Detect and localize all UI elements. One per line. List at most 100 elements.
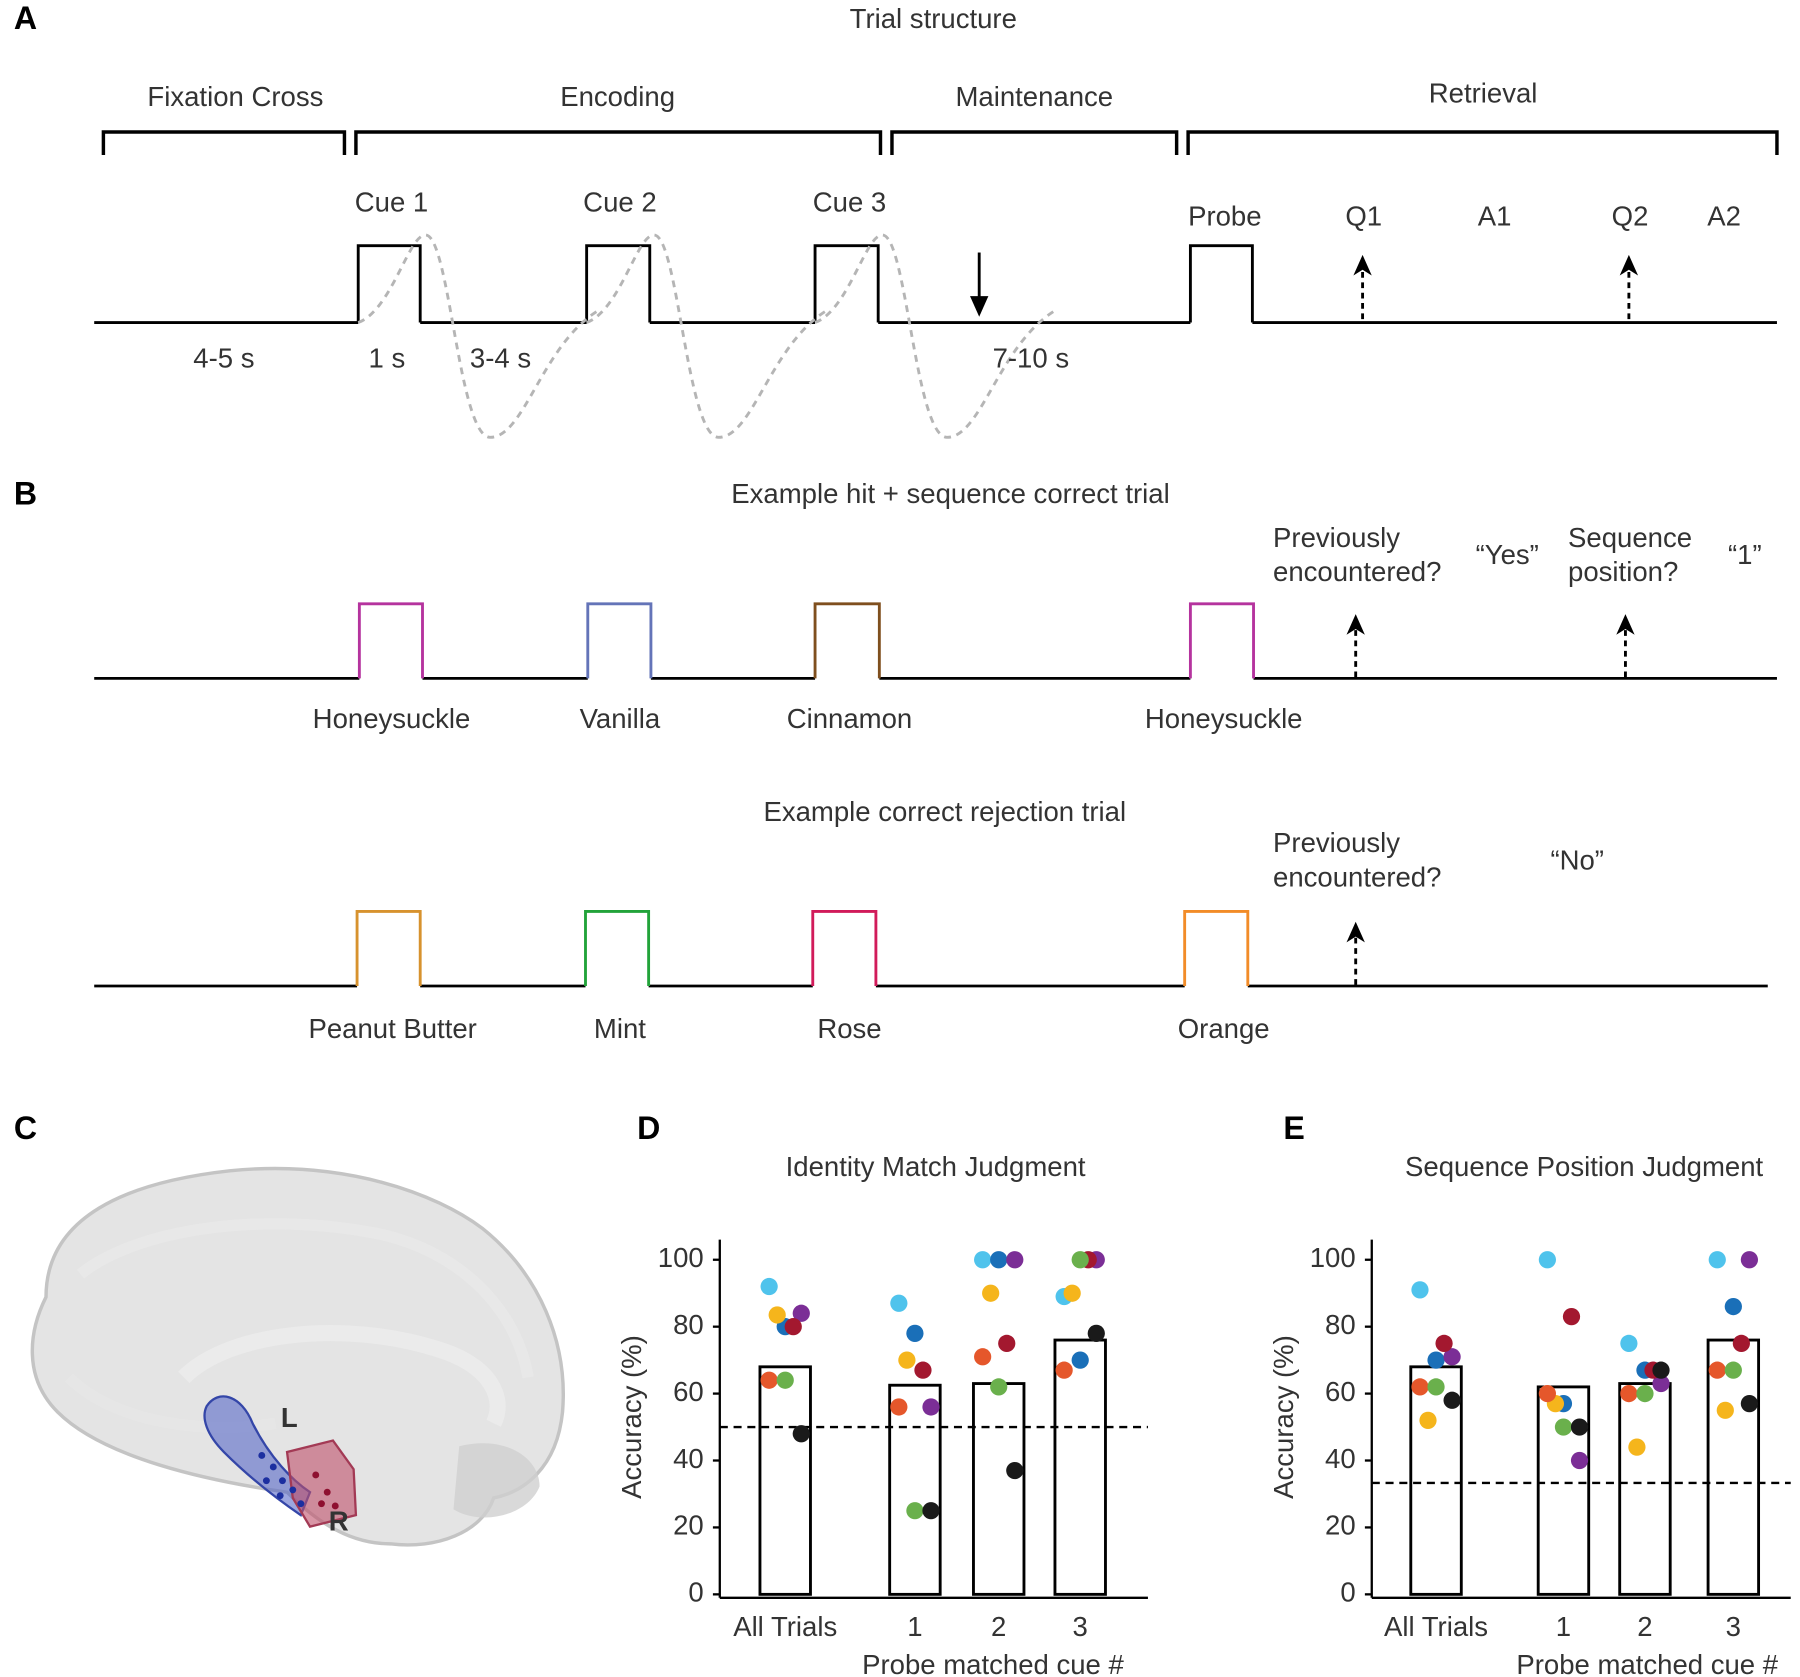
y-tick-label: 20 (673, 1510, 704, 1541)
hemisphere-label: L (281, 1402, 298, 1433)
arrow-head (1353, 254, 1372, 276)
phase-bracket (101, 130, 347, 155)
y-axis-label: Accuracy (%) (1268, 1335, 1299, 1499)
stimulus-pulse (357, 602, 424, 679)
panel-label: E (1283, 1110, 1304, 1146)
trial-title: Example correct rejection trial (763, 796, 1126, 827)
arrow-head (1619, 254, 1639, 276)
panel-title: Trial structure (850, 3, 1017, 34)
y-tick-label: 100 (658, 1242, 704, 1273)
brain-fold (178, 1325, 506, 1427)
subject-point (974, 1251, 992, 1269)
x-tick-label: 2 (1637, 1611, 1652, 1642)
subject-point (1055, 1361, 1073, 1379)
question-text: Previously (1273, 522, 1400, 553)
odor-label: Honeysuckle (313, 703, 471, 734)
question-text: Sequence (1568, 522, 1692, 553)
stimulus-pulse (586, 602, 653, 679)
subject-point (974, 1348, 992, 1366)
duration-label: 7-10 s (993, 343, 1070, 374)
bar (1536, 1385, 1591, 1596)
x-tick-label: 2 (991, 1611, 1006, 1642)
bar (888, 1383, 942, 1596)
subject-point (1538, 1384, 1556, 1403)
response-label: Q2 (1612, 200, 1649, 231)
subject-point (1652, 1361, 1670, 1379)
subject-point (1724, 1361, 1742, 1379)
subject-point (1732, 1334, 1750, 1353)
subject-point (784, 1318, 802, 1336)
bar (1706, 1338, 1761, 1596)
subject-point (1708, 1251, 1726, 1269)
hemodynamic-response (586, 233, 829, 439)
subject-point (990, 1251, 1008, 1269)
duration-label: 3-4 s (470, 343, 531, 374)
subject-point (1636, 1384, 1654, 1403)
bar (758, 1365, 812, 1596)
y-axis-label: Accuracy (%) (616, 1335, 647, 1499)
x-axis-label: Probe matched cue # (1516, 1649, 1778, 1677)
y-tick-label: 20 (1325, 1510, 1356, 1541)
bar (972, 1382, 1026, 1596)
subject-point (1740, 1395, 1759, 1413)
subject-point (1740, 1251, 1759, 1269)
x-tick-label: 1 (1556, 1611, 1571, 1642)
y-tick-label: 80 (1325, 1309, 1356, 1340)
subject-point (1427, 1351, 1445, 1369)
subject-point (906, 1502, 924, 1520)
electrode-contacts (312, 1471, 339, 1510)
subject-point (1071, 1351, 1089, 1369)
subject-point (1063, 1284, 1081, 1302)
subject-point (1419, 1411, 1437, 1429)
arrow-head (970, 296, 989, 317)
cue-label: Cue 3 (813, 187, 886, 218)
subject-point (982, 1284, 1000, 1302)
y-tick-label: 80 (673, 1309, 704, 1340)
question-text: Previously (1273, 827, 1400, 858)
stimulus-pulse (356, 244, 422, 323)
subject-point (1443, 1348, 1461, 1366)
panel-label: C (14, 1110, 37, 1146)
cue-label: Cue 1 (355, 187, 428, 218)
stimulus-pulse (1188, 602, 1255, 679)
subject-point (890, 1398, 908, 1416)
response-label: Q1 (1345, 200, 1382, 231)
answer-text: “1” (1728, 539, 1762, 570)
subject-point (998, 1334, 1016, 1353)
phase-label: Fixation Cross (147, 81, 323, 112)
question-text: encountered? (1273, 556, 1441, 587)
subject-point (990, 1378, 1008, 1396)
response-label: A1 (1478, 200, 1512, 231)
brain-fold (76, 1218, 534, 1379)
odor-label: Cinnamon (787, 703, 913, 734)
phase-label: Encoding (560, 81, 675, 112)
odor-label: Mint (594, 1013, 646, 1044)
y-tick-label: 0 (1340, 1577, 1355, 1608)
stimulus-pulse (811, 909, 878, 986)
subject-point (1538, 1251, 1556, 1269)
phase-label: Retrieval (1429, 78, 1538, 109)
y-tick-label: 0 (688, 1577, 703, 1608)
chart-title: Identity Match Judgment (786, 1151, 1086, 1182)
stimulus-pulse (813, 244, 880, 323)
subject-point (1570, 1451, 1589, 1470)
subject-point (1620, 1384, 1638, 1403)
phase-bracket (890, 130, 1179, 155)
x-tick-label: 3 (1726, 1611, 1741, 1642)
y-tick-label: 60 (673, 1376, 704, 1407)
probe-label: Probe (1188, 200, 1261, 231)
amygdala-region (285, 1439, 358, 1528)
x-tick-label: 3 (1073, 1611, 1088, 1642)
subject-point (1716, 1401, 1734, 1419)
answer-text: “No” (1550, 844, 1604, 875)
panel-label: D (637, 1110, 660, 1146)
subject-point (1620, 1334, 1638, 1353)
subject-point (1652, 1374, 1670, 1393)
electrode-contacts (258, 1452, 305, 1508)
hemodynamic-response (814, 233, 1057, 439)
stimulus-pulse (813, 602, 881, 679)
odor-label: Peanut Butter (308, 1013, 476, 1044)
probe-odor-label: Honeysuckle (1145, 703, 1303, 734)
subject-point (1443, 1391, 1461, 1409)
